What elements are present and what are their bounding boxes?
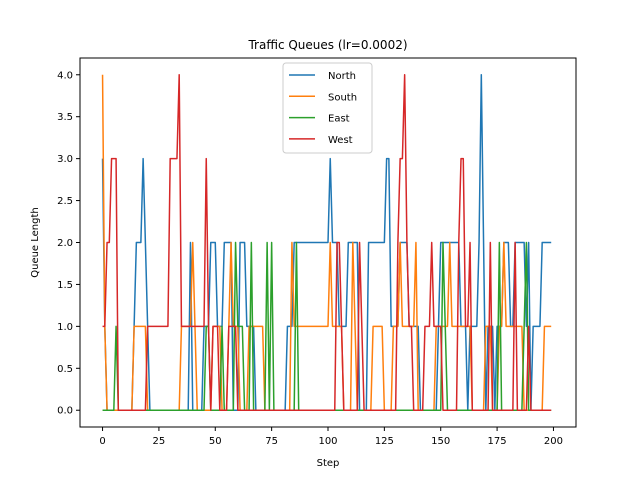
- x-tick-label: 125: [375, 436, 394, 447]
- x-tick-label: 175: [488, 436, 507, 447]
- y-tick-label: 3.5: [57, 112, 73, 123]
- x-tick-label: 0: [99, 436, 105, 447]
- x-tick-label: 75: [265, 436, 278, 447]
- x-tick-label: 50: [209, 436, 222, 447]
- y-tick-label: 2.5: [57, 196, 73, 207]
- legend-label-west: West: [328, 135, 353, 146]
- y-tick-label: 0.0: [57, 406, 73, 417]
- series-layer: [101, 74, 552, 411]
- y-axis-label: Queue Length: [30, 207, 41, 278]
- y-ticks: 0.0 0.5 1.0 1.5 2.0 2.5 3.0 3.5 4.0: [57, 70, 80, 417]
- legend-label-south: South: [328, 92, 357, 103]
- y-tick-label: 4.0: [57, 70, 73, 81]
- legend: North South East West: [282, 62, 373, 154]
- series-line-north: [101, 74, 552, 411]
- x-ticks: 0 25 50 75 100 125 150 175 200: [99, 427, 563, 447]
- legend-box: [282, 62, 373, 154]
- y-tick-label: 0.5: [57, 364, 73, 375]
- legend-label-north: North: [328, 71, 356, 82]
- y-tick-label: 2.0: [57, 238, 73, 249]
- x-tick-label: 100: [318, 436, 337, 447]
- x-tick-label: 25: [153, 436, 166, 447]
- y-tick-label: 1.0: [57, 322, 73, 333]
- y-tick-label: 3.0: [57, 154, 73, 165]
- x-tick-label: 150: [431, 436, 450, 447]
- chart-title: Traffic Queues (lr=0.0002): [247, 38, 407, 52]
- series-line-west: [102, 74, 552, 411]
- legend-label-east: East: [328, 114, 350, 125]
- x-axis-label: Step: [317, 458, 340, 469]
- x-tick-label: 200: [544, 436, 563, 447]
- y-tick-label: 1.5: [57, 280, 73, 291]
